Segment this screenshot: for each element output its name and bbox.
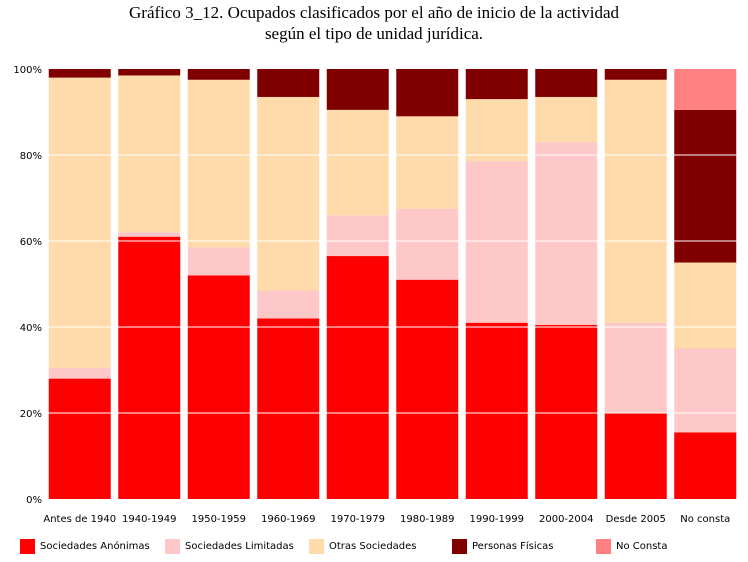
x-tick-label: 1950-1959 [191, 514, 246, 525]
legend-swatch [309, 538, 324, 554]
x-tick-label: 1980-1989 [400, 514, 455, 525]
bar-segment-4-4 [257, 69, 320, 97]
bar-segment-2-5 [326, 215, 389, 257]
x-tick-label: Antes de 1940 [43, 514, 116, 525]
bar-segment-3-8 [535, 96, 598, 143]
bar-segment-4-2 [118, 69, 181, 76]
legend-item: Sociedades Anónimas [20, 538, 150, 554]
x-tick-label: 1960-1969 [261, 514, 316, 525]
y-tick-label: 80% [20, 151, 42, 162]
legend-swatch [20, 538, 35, 554]
legend-item: Sociedades Limitadas [165, 538, 294, 554]
bar-segment-1-8 [535, 324, 598, 499]
bar-segment-3-4 [257, 96, 320, 291]
bar-segment-4-1 [48, 69, 111, 78]
x-tick-label: 2000-2004 [539, 514, 594, 525]
bar-segment-3-9 [604, 79, 667, 323]
bar-segment-2-10 [674, 348, 737, 433]
bar-segment-4-6 [396, 69, 459, 117]
legend-label: Sociedades Limitadas [185, 540, 294, 552]
bar-segment-2-1 [48, 367, 111, 379]
y-tick-label: 20% [20, 409, 42, 420]
bar-segment-3-5 [326, 109, 389, 216]
bar-segment-2-6 [396, 208, 459, 280]
legend-label: No Consta [616, 540, 668, 552]
chart-subtitle: según el tipo de unidad jurídica. [264, 24, 484, 43]
bar-segment-3-6 [396, 116, 459, 209]
legend-item: Otras Sociedades [309, 538, 417, 554]
chart-legend: Sociedades Anónimas Sociedades Limitadas O… [0, 538, 748, 558]
x-tick-label: 1940-1949 [122, 514, 177, 525]
stacked-bar-chart: Antes de 1940 1940-1949 1950-1959 1960-1969… [13, 65, 737, 525]
bar-segment-1-4 [257, 318, 320, 499]
bar-segment-4-9 [604, 69, 667, 80]
legend-label: Sociedades Anónimas [40, 540, 150, 552]
bar-segment-4-3 [187, 69, 250, 80]
bar-segment-2-4 [257, 290, 320, 319]
bar-segment-1-10 [674, 432, 737, 499]
bar-segment-5-10 [674, 69, 737, 110]
bar-segment-3-1 [48, 77, 111, 368]
bar-segment-1-7 [465, 322, 528, 499]
x-tick-label: 1970-1979 [330, 514, 385, 525]
bar-segment-4-10 [674, 109, 737, 263]
legend-swatch [596, 538, 611, 554]
y-tick-label: 40% [20, 323, 42, 334]
bar-segment-3-7 [465, 99, 528, 162]
bar-segment-2-2 [118, 232, 181, 237]
bar-segment-4-7 [465, 69, 528, 100]
y-tick-label: 100% [13, 65, 42, 76]
x-tick-label: 1990-1999 [469, 514, 524, 525]
bar-segment-2-8 [535, 142, 598, 325]
x-tick-label: Desde 2005 [606, 514, 666, 525]
bar-segment-2-9 [604, 322, 667, 413]
legend-swatch [452, 538, 467, 554]
bar-segment-4-5 [326, 69, 389, 110]
y-tick-label: 60% [20, 237, 42, 248]
legend-swatch [165, 538, 180, 554]
bar-segment-1-1 [48, 378, 111, 499]
chart-title-block: Gráfico 3_12. Ocupados clasificados por … [0, 2, 748, 44]
legend-label: Otras Sociedades [329, 540, 417, 552]
bar-segment-1-5 [326, 256, 389, 499]
bar-segment-3-3 [187, 79, 250, 248]
chart-title: Gráfico 3_12. Ocupados clasificados por … [129, 3, 619, 22]
bar-segment-3-10 [674, 262, 737, 349]
bar-segment-1-3 [187, 275, 250, 499]
bar-segment-1-2 [118, 236, 181, 499]
bar-segment-4-8 [535, 69, 598, 97]
bar-segment-2-3 [187, 247, 250, 276]
legend-item: No Consta [596, 538, 667, 554]
legend-label: Personas Físicas [472, 540, 554, 552]
x-tick-label: No consta [680, 514, 730, 525]
legend-item: Personas Físicas [452, 538, 553, 554]
bar-segment-3-2 [118, 75, 181, 233]
bar-segment-1-6 [396, 279, 459, 499]
y-tick-label: 0% [26, 495, 42, 506]
bar-segment-2-7 [465, 161, 528, 323]
bar-segment-1-9 [604, 413, 667, 499]
